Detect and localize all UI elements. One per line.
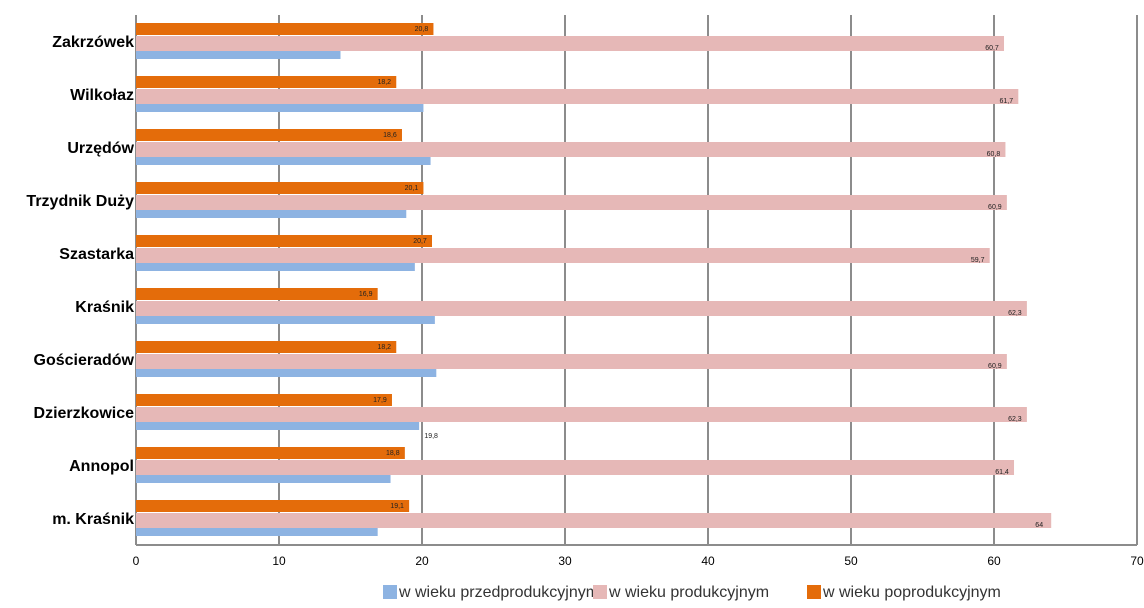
bar (136, 195, 1007, 210)
data-label: 60,9 (988, 204, 1002, 211)
data-label: 18,6 (383, 132, 397, 139)
data-label: 61,4 (995, 469, 1009, 476)
x-tick-label: 70 (1130, 554, 1144, 568)
bar (136, 104, 424, 112)
bar (136, 182, 424, 194)
category-label: Trzydnik Duży (26, 193, 134, 210)
data-label: 17,9 (373, 397, 387, 404)
bar (136, 89, 1019, 104)
data-label: 16,9 (359, 291, 373, 298)
legend-swatch (383, 585, 397, 599)
bar (136, 248, 990, 263)
legend-swatch (807, 585, 821, 599)
category-label: Zakrzówek (52, 34, 134, 51)
bar (136, 528, 378, 536)
bar (136, 407, 1027, 422)
bar (136, 500, 410, 512)
data-label: 18,8 (386, 450, 400, 457)
bar (136, 316, 435, 324)
x-tick-label: 10 (272, 554, 286, 568)
data-label: 64 (1035, 522, 1043, 529)
bar (136, 76, 397, 88)
legend-label: w wieku przedprodukcyjnym (398, 584, 599, 601)
data-label: 62,3 (1008, 310, 1022, 317)
legend-label: w wieku produkcyjnym (608, 584, 769, 601)
category-label: Annopol (69, 458, 134, 475)
data-label: 18,2 (377, 79, 391, 86)
data-label: 60,9 (988, 363, 1002, 370)
bar (136, 23, 434, 35)
x-tick-label: 40 (701, 554, 715, 568)
x-tick-label: 20 (415, 554, 429, 568)
category-label: Szastarka (59, 246, 134, 263)
bar (136, 475, 391, 483)
bar (136, 369, 437, 377)
category-label: Dzierzkowice (34, 405, 135, 422)
category-label: Wilkołaz (70, 87, 134, 104)
data-label: 19,1 (390, 503, 404, 510)
bar (136, 210, 407, 218)
data-label: 61,7 (999, 98, 1013, 105)
bar (136, 460, 1015, 475)
x-tick-label: 50 (844, 554, 858, 568)
data-label: 20,8 (415, 26, 429, 33)
category-label: Gościeradów (34, 352, 135, 369)
legend-swatch (593, 585, 607, 599)
data-label: 60,7 (985, 45, 999, 52)
data-label: 18,2 (377, 344, 391, 351)
bar (136, 235, 433, 247)
bar (136, 513, 1052, 528)
bar (136, 129, 402, 141)
bar (136, 157, 431, 165)
bar (136, 447, 405, 459)
x-tick-label: 60 (987, 554, 1001, 568)
data-label: 19,8 (424, 433, 438, 440)
bar (136, 36, 1005, 51)
bar (136, 422, 420, 430)
category-label: m. Kraśnik (52, 511, 134, 528)
data-label: 20,1 (405, 185, 419, 192)
category-label: Urzędów (67, 140, 134, 157)
data-label: 59,7 (971, 257, 985, 264)
data-label: 62,3 (1008, 416, 1022, 423)
bar (136, 288, 378, 300)
data-label: 20,7 (413, 238, 427, 245)
bar (136, 341, 397, 353)
data-label: 60,8 (987, 151, 1001, 158)
category-label: Kraśnik (75, 299, 134, 316)
bar (136, 51, 341, 59)
x-tick-label: 0 (133, 554, 140, 568)
legend-label: w wieku poprodukcyjnym (822, 584, 1001, 601)
bar (136, 142, 1006, 157)
bar (136, 263, 415, 271)
bar (136, 394, 392, 406)
bar (136, 301, 1027, 316)
bar (136, 354, 1007, 369)
x-tick-label: 30 (558, 554, 572, 568)
